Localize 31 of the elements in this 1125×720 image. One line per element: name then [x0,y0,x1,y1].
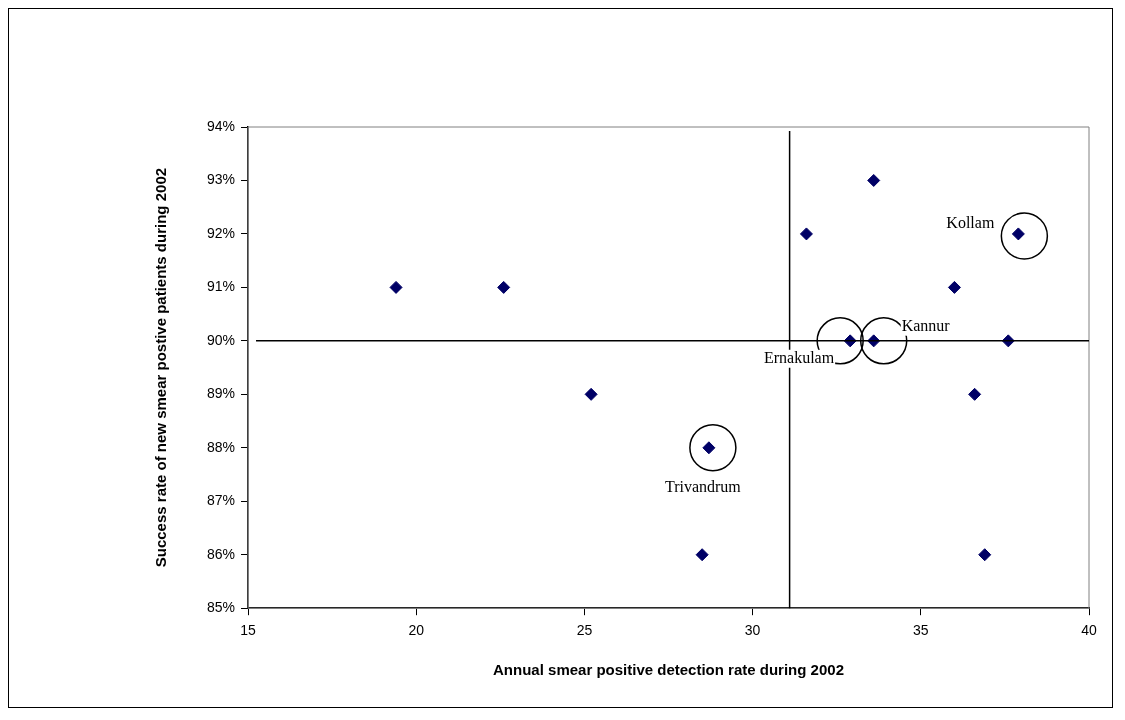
x-tick-label: 20 [408,622,425,639]
x-tick-label: 25 [576,622,593,639]
y-tick-label: 93% [206,171,236,188]
annotation: Ernakulam [763,349,835,367]
y-tick-label: 86% [206,545,236,562]
y-tick-label: 92% [206,224,236,241]
y-tick-label: 88% [206,438,236,455]
point [497,280,511,294]
y-tick-label: 89% [206,385,236,402]
annotation: Kollam [946,214,995,232]
point [867,173,881,187]
y-tick-label: 87% [206,492,236,509]
x-tick-label: 35 [913,622,929,639]
point [968,387,982,401]
y-tick-label: 85% [206,599,236,616]
point [389,280,403,294]
point [947,280,961,294]
x-tick-label: 30 [744,622,761,639]
point [799,227,813,241]
annotation: Kannur [901,317,951,335]
x-axis-title: Annual smear positive detection rate during 2002 [493,661,844,679]
y-tick-label: 90% [206,331,236,348]
point [978,548,992,562]
annotation: Trivandrum [664,478,742,495]
y-tick-label: 94% [206,117,236,134]
x-tick-label: 40 [1081,622,1097,639]
y-axis-title: Success rate of new smear postive patients during 2002 [152,167,170,568]
y-tick-label: 91% [206,278,236,295]
x-tick-label: 15 [240,622,257,639]
point [695,548,709,562]
point [584,387,598,401]
